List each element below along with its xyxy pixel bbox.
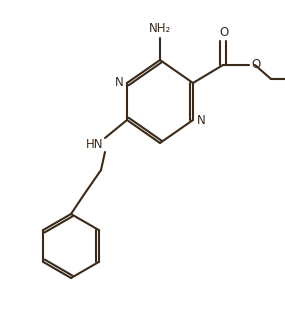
Text: O: O xyxy=(219,26,229,39)
Text: NH₂: NH₂ xyxy=(149,23,171,36)
Text: O: O xyxy=(251,59,260,72)
Text: HN: HN xyxy=(86,139,104,152)
Text: N: N xyxy=(115,77,123,90)
Text: N: N xyxy=(197,113,205,126)
